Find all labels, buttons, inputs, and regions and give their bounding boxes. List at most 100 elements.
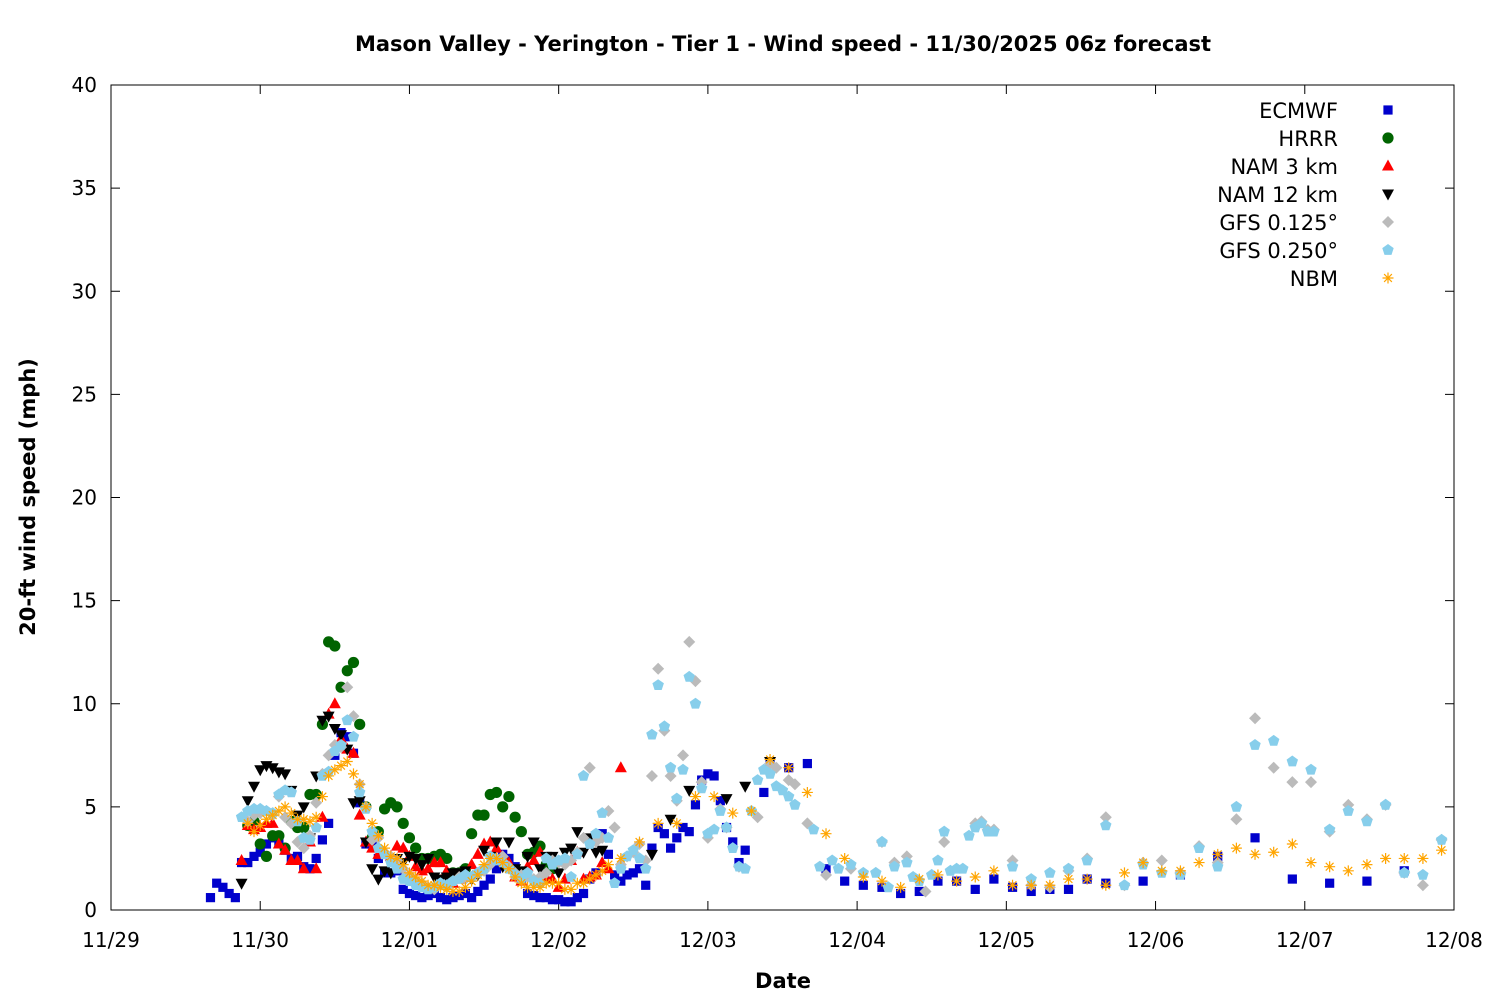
data-point bbox=[571, 848, 583, 860]
data-point bbox=[708, 823, 720, 835]
data-point bbox=[491, 864, 502, 874]
data-point bbox=[534, 864, 547, 876]
data-point bbox=[248, 826, 260, 838]
data-point bbox=[328, 697, 341, 709]
data-point bbox=[708, 791, 720, 803]
data-point bbox=[385, 850, 397, 862]
data-point bbox=[552, 868, 565, 880]
data-point bbox=[341, 756, 353, 767]
data-point bbox=[1342, 805, 1354, 816]
data-point bbox=[528, 881, 540, 893]
data-point bbox=[484, 835, 497, 847]
data-point bbox=[919, 885, 932, 898]
data-point bbox=[839, 852, 851, 864]
data-point bbox=[534, 881, 546, 893]
data-point bbox=[1398, 852, 1410, 864]
data-point bbox=[521, 851, 534, 863]
x-tick-label: 12/07 bbox=[1276, 928, 1334, 952]
data-point bbox=[671, 792, 683, 804]
data-point bbox=[1099, 811, 1112, 824]
data-point bbox=[527, 837, 540, 849]
data-point bbox=[311, 853, 321, 864]
data-point bbox=[1118, 879, 1131, 891]
data-point bbox=[267, 809, 279, 821]
data-point bbox=[522, 888, 533, 899]
data-point bbox=[888, 860, 901, 872]
y-tick-label: 15 bbox=[72, 589, 97, 613]
data-point bbox=[628, 868, 638, 878]
data-point bbox=[434, 856, 447, 868]
data-point bbox=[502, 837, 515, 849]
data-point bbox=[297, 842, 310, 855]
data-point bbox=[840, 876, 850, 886]
x-tick-label: 12/05 bbox=[978, 928, 1036, 952]
data-point bbox=[578, 877, 590, 889]
data-point bbox=[397, 841, 410, 853]
data-point bbox=[876, 835, 888, 847]
data-point bbox=[471, 847, 484, 859]
data-point bbox=[218, 882, 228, 892]
data-point bbox=[354, 786, 366, 798]
data-point bbox=[478, 859, 490, 871]
data-point bbox=[740, 845, 750, 855]
data-point bbox=[801, 786, 813, 798]
data-point bbox=[459, 881, 471, 893]
data-point bbox=[422, 862, 435, 874]
data-point bbox=[541, 893, 551, 903]
data-point bbox=[335, 739, 347, 750]
data-point bbox=[610, 870, 620, 880]
data-point bbox=[509, 811, 521, 823]
data-point bbox=[1286, 838, 1298, 850]
data-point bbox=[423, 890, 433, 901]
data-point bbox=[664, 769, 677, 782]
data-point bbox=[212, 878, 222, 888]
legend-marker-icon bbox=[1382, 216, 1394, 228]
data-point bbox=[658, 720, 671, 732]
data-point bbox=[970, 884, 980, 894]
data-point bbox=[739, 862, 751, 874]
legend-marker-icon bbox=[1382, 159, 1394, 171]
y-tick-label: 30 bbox=[72, 279, 97, 303]
data-point bbox=[895, 881, 907, 893]
data-point bbox=[347, 656, 360, 669]
data-point bbox=[503, 863, 515, 875]
data-point bbox=[354, 778, 366, 790]
data-point bbox=[590, 869, 602, 881]
data-point bbox=[1026, 886, 1036, 897]
data-point bbox=[789, 798, 801, 810]
data-point bbox=[677, 763, 689, 775]
x-tick-label: 12/04 bbox=[828, 928, 886, 952]
data-point bbox=[248, 781, 261, 793]
data-point bbox=[316, 810, 329, 822]
data-point bbox=[957, 862, 969, 874]
data-point bbox=[266, 763, 279, 775]
data-point bbox=[447, 885, 459, 897]
data-point bbox=[279, 843, 292, 855]
legend-entry: GFS 0.250° bbox=[1219, 239, 1394, 263]
legend-label: ECMWF bbox=[1259, 99, 1338, 123]
data-point bbox=[565, 883, 577, 895]
data-point bbox=[484, 852, 496, 864]
data-point bbox=[727, 807, 739, 819]
data-point bbox=[497, 801, 509, 813]
data-point bbox=[1230, 800, 1243, 812]
x-tick-label: 12/03 bbox=[679, 928, 737, 952]
data-point bbox=[478, 809, 490, 821]
data-point bbox=[540, 877, 552, 889]
data-point bbox=[235, 878, 248, 890]
data-point bbox=[1025, 873, 1037, 884]
data-point bbox=[205, 893, 216, 903]
data-point bbox=[559, 852, 571, 864]
data-point bbox=[988, 825, 1000, 837]
data-point bbox=[1193, 842, 1205, 853]
data-point bbox=[354, 718, 366, 730]
data-point bbox=[969, 871, 981, 883]
data-point bbox=[1193, 857, 1205, 869]
legend-label: HRRR bbox=[1278, 127, 1338, 151]
data-point bbox=[678, 822, 688, 833]
data-point bbox=[1007, 879, 1019, 891]
data-point bbox=[353, 796, 366, 808]
data-point bbox=[317, 835, 327, 845]
data-point bbox=[279, 769, 292, 781]
data-point bbox=[627, 844, 639, 855]
